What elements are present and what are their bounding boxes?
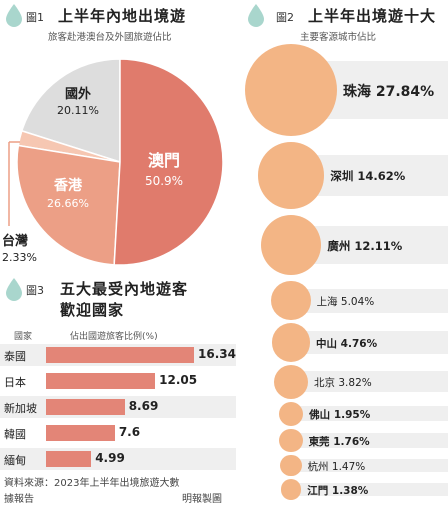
city-label: 上海 5.04% [316, 296, 375, 309]
city-label: 廣州 12.11% [327, 238, 403, 253]
figure3-col-country: 國家 [14, 332, 33, 342]
city-bubble [280, 479, 302, 500]
figure2-number: 圖2 [276, 11, 294, 24]
city-bubble [257, 142, 325, 209]
figure3-number: 圖3 [26, 284, 44, 297]
pie-slice-hongkong [16, 144, 121, 266]
city-row-band [291, 406, 448, 422]
country-label: 日本 [4, 376, 26, 389]
city-bubble-chart: 珠海 27.84% 深圳 14.62% 廣州 12.11% 上海 5.04% 中山 4.… [240, 44, 448, 508]
figure1-title: 上半年內地出境遊 [58, 7, 187, 25]
figure3-title-line2: 歡迎國家 [60, 301, 125, 319]
country-value: 4.99 [95, 451, 125, 465]
country-label: 緬甸 [4, 454, 26, 467]
country-bar [46, 347, 194, 363]
pie-label-foreign-value: 20.11% [57, 104, 99, 117]
city-row-band [291, 433, 448, 448]
pie-slice-macau [113, 58, 224, 266]
country-bar [46, 425, 115, 441]
country-bar [46, 373, 156, 389]
figure3-title-line1: 五大最受內地遊客 [60, 280, 189, 298]
pie-label-hongkong-name: 香港 [53, 177, 83, 194]
droplet-icon-3 [6, 278, 22, 301]
city-label: 佛山 1.95% [309, 408, 371, 421]
city-bubble [271, 281, 311, 321]
city-label: 東莞 1.76% [308, 435, 370, 448]
figure1-subtitle: 旅客赴港澳台及外國旅遊佔比 [48, 32, 172, 43]
source-line1: 資料來源：2023年上半年出境旅遊大數 [4, 478, 180, 489]
city-bubble [279, 428, 303, 453]
country-bar [46, 399, 125, 415]
country-value: 12.05 [159, 373, 198, 387]
pie-label-taiwan: 台灣 2.33% [2, 230, 37, 264]
pie-label-taiwan-value: 2.33% [2, 251, 37, 264]
country-value: 16.34 [198, 347, 236, 361]
figure3-col-share: 佔出國遊旅客比例(%) [70, 332, 158, 342]
country-label: 韓國 [4, 428, 26, 441]
city-label: 深圳 14.62% [330, 168, 406, 183]
city-bubble [260, 214, 322, 276]
source-line2: 據報告 [4, 494, 34, 505]
city-bubble [271, 323, 310, 362]
pie-chart: 澳門 50.9% 香港 26.66% 國外 20.11% [8, 58, 224, 266]
pie-label-macau-name: 澳門 [148, 151, 180, 170]
city-row-band [291, 483, 448, 496]
city-label: 江門 1.38% [307, 484, 369, 497]
country-bar [46, 451, 92, 467]
credit: 明報製圖 [182, 494, 222, 505]
city-bubble [280, 455, 302, 477]
figure2-title: 上半年出境遊十大 [308, 7, 437, 25]
country-label: 泰國 [4, 350, 26, 363]
city-row-band [291, 330, 448, 355]
city-bubble [245, 44, 337, 136]
city-label: 中山 4.76% [316, 337, 378, 350]
figure1-number: 圖1 [26, 11, 44, 24]
figure2-subtitle: 主要客源城市佔比 [300, 32, 377, 43]
city-label: 杭州 1.47% [307, 460, 366, 473]
country-value: 8.69 [128, 399, 159, 413]
pie-label-foreign-name: 國外 [65, 86, 91, 102]
pie-label-taiwan-name: 台灣 [2, 234, 29, 249]
city-row-band [291, 371, 448, 393]
city-row-band [291, 459, 448, 473]
city-label: 北京 3.82% [314, 376, 372, 389]
country-bar-chart: 泰國 16.34 日本 12.05 新加坡 8.69 韓國 7.6 緬甸 4.99 [0, 344, 236, 474]
droplet-icon-2 [248, 4, 264, 27]
city-row-band [291, 288, 448, 314]
city-bubble [273, 364, 309, 399]
droplet-icon [6, 4, 22, 27]
pie-label-hongkong-value: 26.66% [47, 197, 89, 210]
pie-label-macau-value: 50.9% [145, 174, 183, 188]
country-value: 7.6 [118, 425, 141, 439]
city-bubble [278, 401, 304, 426]
city-label: 珠海 27.84% [343, 83, 435, 100]
pie-slice-foreign [20, 58, 121, 164]
country-label: 新加坡 [4, 402, 37, 415]
